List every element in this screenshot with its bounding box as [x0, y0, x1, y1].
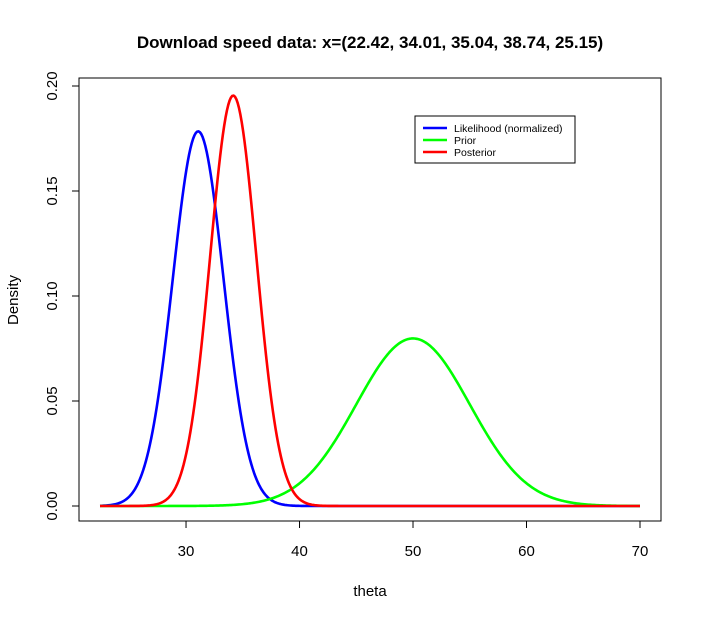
y-axis-label: Density	[5, 274, 22, 325]
x-tick-label: 60	[518, 543, 535, 560]
series-line-posterior	[100, 94, 640, 508]
series-layer	[99, 94, 640, 508]
x-axis: 30 40 50 60 70	[178, 520, 649, 560]
y-tick-label: 0.00	[44, 491, 61, 520]
y-tick-label: 0.20	[44, 71, 61, 100]
x-tick-label: 30	[178, 543, 195, 560]
x-tick-label: 50	[405, 543, 422, 560]
y-axis: 0.00 0.05 0.10 0.15 0.20	[44, 71, 80, 521]
legend-label-prior: Prior	[454, 135, 477, 147]
legend-label-posterior: Posterior	[454, 147, 497, 159]
series-line-likelihood-normalized	[99, 130, 640, 508]
y-tick-label: 0.10	[44, 281, 61, 310]
x-tick-label: 40	[291, 543, 308, 560]
x-axis-label: theta	[353, 583, 387, 600]
y-tick-label: 0.15	[44, 176, 61, 205]
series-line-prior	[100, 337, 640, 508]
y-tick-label: 0.05	[44, 386, 61, 415]
legend-label-likelihood-normalized: Likelihood (normalized)	[454, 123, 563, 135]
x-tick-label: 70	[632, 543, 649, 560]
chart-title: Download speed data: x=(22.42, 34.01, 35…	[137, 33, 603, 52]
